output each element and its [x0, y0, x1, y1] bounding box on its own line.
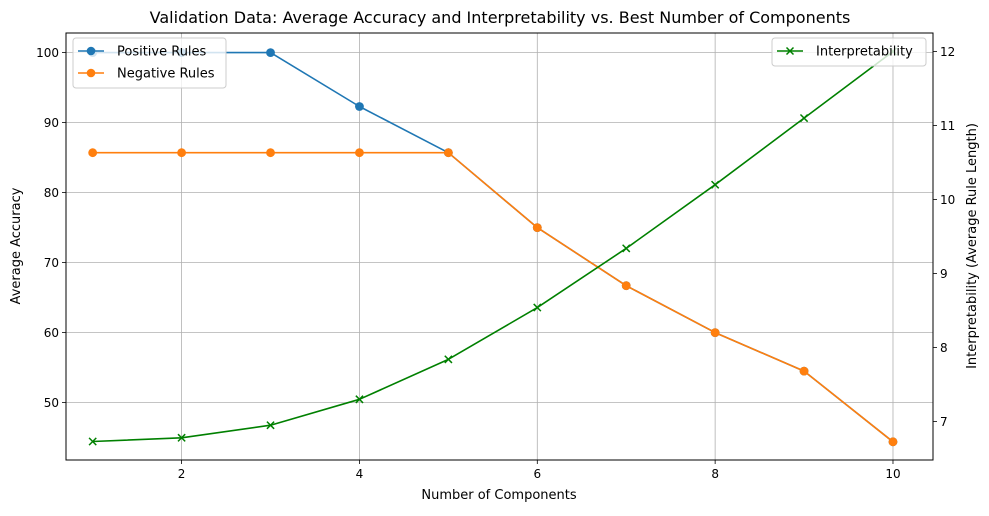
data-point-negative-rules — [88, 148, 98, 158]
legend-label-negative: Negative Rules — [117, 67, 215, 82]
data-point-negative-rules — [266, 148, 275, 158]
series-interpretability — [88, 47, 898, 446]
legend-right: Interpretability — [771, 37, 927, 67]
y-tick-label: 50 — [44, 396, 59, 410]
grid — [66, 33, 933, 460]
y2-tick-label: 11 — [940, 119, 955, 133]
data-point-positive-rules — [355, 102, 364, 111]
y-tick-label: 70 — [44, 256, 59, 270]
data-point-negative-rules — [621, 281, 631, 291]
data-point-interpretability — [88, 437, 97, 446]
y-tick-label: 100 — [36, 46, 59, 60]
y2-tick-label: 8 — [940, 341, 948, 355]
x-tick-label: 2 — [178, 467, 186, 481]
data-point-negative-rules — [799, 366, 809, 376]
x-tick-label: 4 — [356, 467, 364, 481]
y2-tick-label: 12 — [940, 45, 955, 59]
legend-label-positive: Positive Rules — [117, 45, 207, 60]
data-point-interpretability — [177, 433, 186, 442]
data-point-interpretability — [533, 303, 542, 312]
series-line-positive-rules — [92, 51, 894, 443]
data-point-negative-rules — [355, 148, 364, 158]
data-point-interpretability — [355, 395, 364, 404]
x-tick-label: 8 — [711, 467, 719, 481]
plot-frame — [65, 32, 934, 461]
data-point-negative-rules — [177, 148, 187, 158]
series-negative-rules — [88, 148, 898, 447]
y-tick-label: 80 — [44, 186, 59, 200]
y-axis-label: Average Accuracy — [9, 187, 24, 304]
series-line-interpretability — [92, 50, 894, 443]
chart-title: Validation Data: Average Accuracy and In… — [150, 8, 851, 27]
x-tick-label: 10 — [885, 467, 900, 481]
data-point-interpretability — [711, 180, 720, 189]
y2-tick-label: 10 — [940, 193, 955, 207]
legend-right-box — [771, 37, 927, 67]
data-point-interpretability — [799, 113, 809, 123]
x-axis-label: Number of Components — [421, 488, 576, 503]
y2-tick-label: 9 — [940, 267, 948, 281]
data-point-negative-rules — [710, 328, 720, 337]
legend-swatch-negative-marker — [86, 68, 96, 78]
y-tick-label: 60 — [44, 326, 59, 340]
legend-swatch-interpretability-marker — [785, 46, 795, 56]
y2-tick-label: 7 — [940, 415, 948, 429]
data-point-positive-rules — [266, 48, 275, 57]
ticks-layer: 2 4 6 8 10 50 60 70 80 90 100 7 8 9 10 11 12 — [36, 45, 955, 481]
y2-axis-label: Interpretability (Average Rule Length) — [965, 123, 980, 369]
y-tick-label: 90 — [44, 116, 59, 130]
series-line-negative-rules — [92, 151, 894, 443]
data-point-negative-rules — [888, 437, 898, 447]
data-point-negative-rules — [443, 148, 453, 158]
data-point-interpretability — [444, 355, 453, 364]
legend-left: Positive Rules Negative Rules — [72, 37, 227, 89]
data-point-interpretability — [622, 244, 631, 253]
data-point-negative-rules — [532, 223, 542, 233]
x-tick-label: 6 — [533, 467, 541, 481]
series-layer — [88, 47, 898, 447]
series-positive-rules — [88, 48, 898, 447]
legend-swatch-positive-marker — [86, 46, 96, 56]
data-point-interpretability — [266, 421, 275, 430]
legend-label-interpretability: Interpretability — [816, 45, 913, 60]
legend-left-box — [72, 37, 227, 89]
